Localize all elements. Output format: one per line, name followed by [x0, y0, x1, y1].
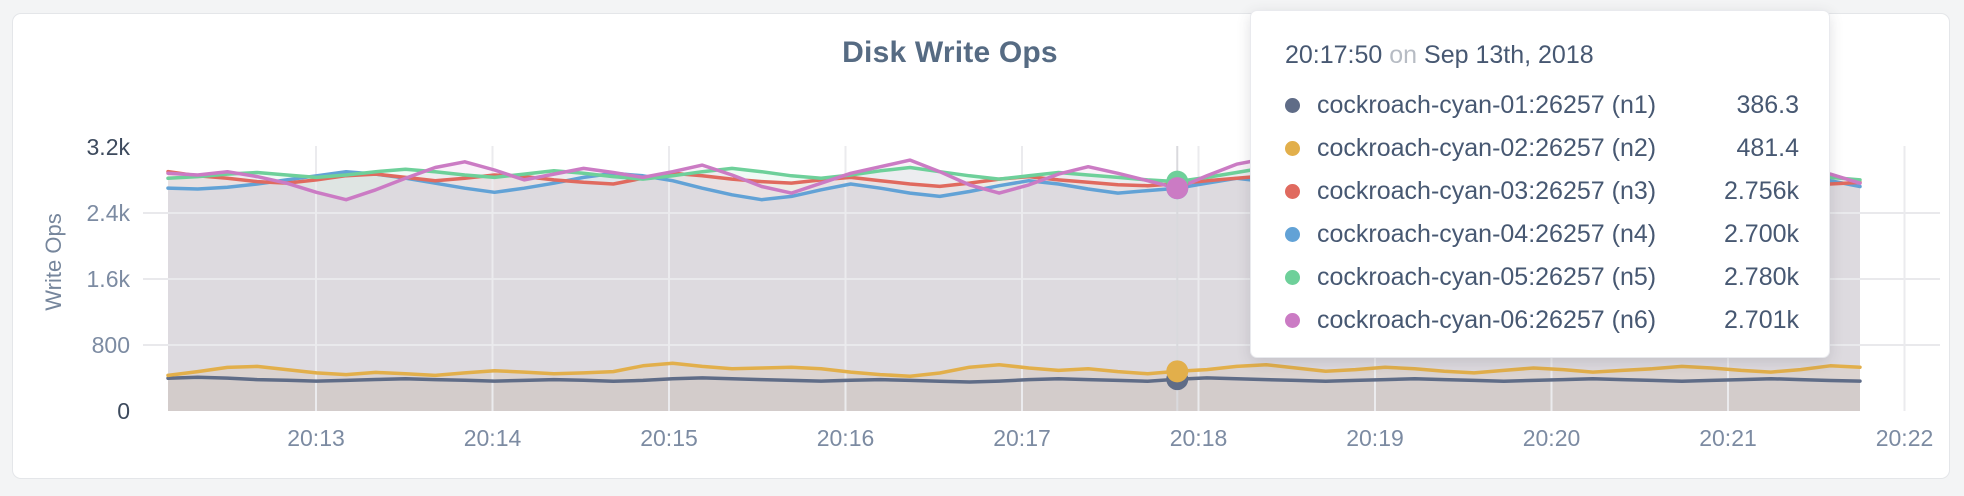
series-color-dot-icon [1285, 98, 1300, 113]
x-axis-tick-label: 20:17 [993, 425, 1051, 451]
series-area [168, 363, 1860, 411]
x-axis-tick-label: 20:21 [1699, 425, 1757, 451]
tooltip-date: Sep 13th, 2018 [1424, 41, 1594, 69]
chart-tooltip: 20:17:50 on Sep 13th, 2018 cockroach-cya… [1250, 10, 1830, 358]
y-axis-tick-label: 3.2k [86, 134, 130, 160]
tooltip-time: 20:17:50 [1285, 41, 1383, 69]
tooltip-header: 20:17:50 on Sep 13th, 2018 [1285, 41, 1799, 70]
series-line [166, 361, 1862, 378]
series-area [168, 377, 1860, 411]
series-name: cockroach-cyan-04:26257 (n4) [1317, 220, 1657, 248]
x-axis-tick-label: 20:20 [1522, 425, 1581, 451]
x-axis-tick-label: 20:14 [463, 425, 522, 451]
series-value: 2.700k [1723, 220, 1799, 248]
series-value: 2.780k [1723, 263, 1799, 291]
series-color-dot-icon [1285, 270, 1300, 285]
tooltip-on-word: on [1389, 41, 1418, 69]
series-line [166, 375, 1862, 384]
series-value: 386.3 [1736, 91, 1799, 119]
y-axis-tick-label: 0 [117, 398, 130, 424]
series-name: cockroach-cyan-01:26257 (n1) [1317, 91, 1657, 119]
y-axis-title: Write Ops [41, 213, 66, 311]
series-color-dot-icon [1285, 227, 1300, 242]
series-value: 2.701k [1723, 306, 1799, 334]
tooltip-rows: cockroach-cyan-01:26257 (n1) 386.3 cockroa… [1285, 84, 1799, 342]
tooltip-row: cockroach-cyan-01:26257 (n1) 386.3 [1285, 84, 1799, 127]
tooltip-row: cockroach-cyan-06:26257 (n6) 2.701k [1285, 299, 1799, 342]
x-axis-tick-label: 20:22 [1875, 425, 1934, 451]
series-name: cockroach-cyan-06:26257 (n6) [1317, 306, 1657, 334]
series-color-dot-icon [1285, 313, 1300, 328]
series-name: cockroach-cyan-02:26257 (n2) [1317, 134, 1657, 162]
x-axis-tick-label: 20:18 [1169, 425, 1228, 451]
series-color-dot-icon [1285, 184, 1300, 199]
series-name: cockroach-cyan-03:26257 (n3) [1317, 177, 1657, 205]
hover-dot [1166, 360, 1189, 383]
y-axis-tick-label: 800 [91, 332, 130, 358]
y-axis-tick-label: 2.4k [86, 200, 130, 226]
tooltip-row: cockroach-cyan-05:26257 (n5) 2.780k [1285, 256, 1799, 299]
hover-dot [1166, 177, 1189, 200]
series-color-dot-icon [1285, 141, 1300, 156]
tooltip-row: cockroach-cyan-03:26257 (n3) 2.756k [1285, 170, 1799, 213]
series-name: cockroach-cyan-05:26257 (n5) [1317, 263, 1657, 291]
series-value: 2.756k [1723, 177, 1799, 205]
x-axis-tick-label: 20:13 [287, 425, 345, 451]
y-axis-tick-label: 1.6k [86, 266, 130, 292]
x-axis-tick-label: 20:19 [1346, 425, 1404, 451]
x-axis-tick-label: 20:15 [640, 425, 698, 451]
series-value: 481.4 [1736, 134, 1799, 162]
x-axis-tick-label: 20:16 [816, 425, 875, 451]
tooltip-row: cockroach-cyan-02:26257 (n2) 481.4 [1285, 127, 1799, 170]
tooltip-row: cockroach-cyan-04:26257 (n4) 2.700k [1285, 213, 1799, 256]
chart-title: Disk Write Ops [842, 36, 1058, 69]
